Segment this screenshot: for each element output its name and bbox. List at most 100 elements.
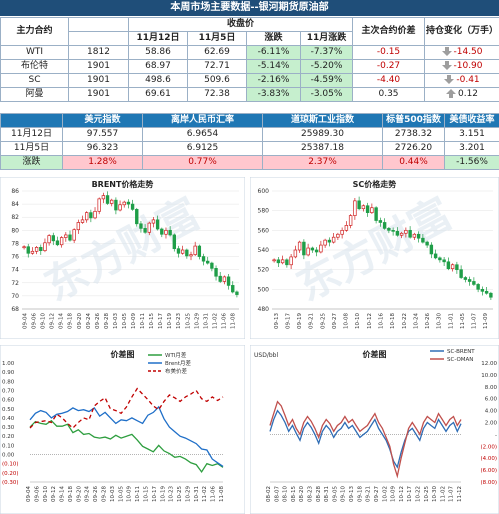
candle-body <box>438 257 442 261</box>
price-change: -3.83% <box>246 87 301 102</box>
x-tick-label: 10-23 <box>169 486 175 502</box>
x-tick-label: 11-07 <box>449 486 455 502</box>
candle-body <box>353 200 357 216</box>
y-tick-label: 10.00 <box>481 373 497 379</box>
row-label: 11月12日 <box>0 127 63 142</box>
candle-body <box>472 281 476 285</box>
candle-body <box>114 199 118 211</box>
x-tick-label: 09-04 <box>26 486 32 502</box>
y-tick-label: 84 <box>11 201 19 208</box>
candle-body <box>374 207 378 221</box>
macro-value: 3.151 <box>444 127 499 142</box>
candle-body <box>55 240 60 246</box>
candle-body <box>327 239 332 243</box>
candle-body <box>416 233 421 239</box>
x-tick-label: 10-17 <box>407 486 413 502</box>
x-tick-label: 10-30 <box>432 486 438 502</box>
table-row: 11月5日 96.323 6.9125 25387.18 2726.20 3.201 <box>0 141 499 156</box>
contract-spread: -4.40 <box>352 73 426 88</box>
legend-label: Brent月差 <box>165 359 191 367</box>
x-tick-label: 09-10 <box>43 486 49 502</box>
x-tick-label: 11-08 <box>219 486 225 502</box>
y-tick-label: 12.00 <box>481 361 497 367</box>
y-tick-label: 74 <box>11 267 19 274</box>
candle-body <box>467 279 472 282</box>
x-tick-label: 08-10 <box>283 486 289 502</box>
candle-body <box>168 229 172 236</box>
price-change: -2.16% <box>246 73 301 88</box>
table-row: 涨跌 1.28% 0.77% 2.37% 0.44% -1.56% <box>0 155 499 170</box>
header-contract: 主力合约 <box>0 17 69 46</box>
y-tick-label: 6.00 <box>485 397 498 403</box>
y-tick-label: 1.00 <box>2 361 15 367</box>
x-tick-label: 09-28 <box>102 486 108 502</box>
header-close: 收盘价 <box>127 17 354 32</box>
candle-body <box>357 200 361 210</box>
price-change: -6.11% <box>246 45 301 60</box>
x-tick-label: 10-09 <box>127 486 133 502</box>
position-value: -10.90 <box>453 61 483 71</box>
price-date2: 72.71 <box>187 59 247 74</box>
header-date2: 11月5日 <box>187 31 247 46</box>
candle-body <box>72 229 76 241</box>
x-tick-label: 10-25 <box>185 313 191 329</box>
series-line <box>269 400 462 479</box>
macro-table: 美元指数 离岸人民币汇率 道琼斯工业指数 标普500指数 美债收益率 11月12日 97.… <box>0 113 499 170</box>
macro-value: 97.557 <box>62 127 143 142</box>
x-tick-label: 09-05 <box>332 486 338 502</box>
macro-value: 6.9654 <box>142 127 263 142</box>
x-tick-label: 09-27 <box>374 486 380 502</box>
candle-body <box>101 195 106 200</box>
x-tick-label: 09-24 <box>86 313 92 329</box>
x-tick-label: 10-31 <box>194 486 200 502</box>
candle-body <box>130 203 135 210</box>
candle-body <box>348 215 353 226</box>
x-tick-label: 11-01 <box>448 313 454 329</box>
candle-body <box>433 253 438 259</box>
y-tick-label: 68 <box>11 306 19 313</box>
x-tick-label: 08-23 <box>308 486 314 502</box>
candle-body <box>151 219 156 224</box>
y-tick-label: 0.10 <box>2 443 15 449</box>
contract-name: 阿曼 <box>0 87 69 102</box>
macro-header: 标普500指数 <box>382 113 445 128</box>
arrow-down-icon <box>441 61 452 70</box>
x-tick-label: 08-15 <box>291 486 297 502</box>
table-row: 11月12日 97.557 6.9654 25989.30 2738.32 3.151 <box>0 127 499 142</box>
month-change: -7.37% <box>299 45 354 60</box>
candle-body <box>59 237 64 246</box>
candle-body <box>365 205 370 213</box>
header-blank2 <box>68 31 129 46</box>
candle-body <box>155 219 160 230</box>
table-row: SC 1901 498.6 509.6 -2.16% -4.59% -4.40 -0.41 <box>0 73 499 88</box>
x-tick-label: 09-25 <box>320 313 326 329</box>
candle-body <box>319 244 323 253</box>
candle-body <box>68 234 72 241</box>
table-row: WTI 1812 58.86 62.69 -6.11% -7.37% -0.15 -14.50 <box>0 45 499 60</box>
macro-value: 0.44% <box>382 155 445 170</box>
x-tick-label: 11-08 <box>230 313 236 329</box>
candle-body <box>476 284 480 290</box>
contract-name: WTI <box>0 45 69 60</box>
x-tick-label: 10-25 <box>177 486 183 502</box>
position-value: -14.50 <box>453 47 483 57</box>
header-position: 持仓变化（万手） <box>424 17 499 46</box>
x-tick-label: 09-24 <box>85 486 91 502</box>
candle-body <box>64 234 68 238</box>
candle-body <box>76 222 81 231</box>
x-tick-label: 11-09 <box>483 313 489 329</box>
candle-body <box>272 259 276 262</box>
x-tick-label: 10-19 <box>160 486 166 502</box>
candle-body <box>93 210 97 219</box>
candle-body <box>97 198 101 212</box>
macro-value: 2.37% <box>262 155 383 170</box>
contract-month: 1901 <box>68 59 129 74</box>
candle-body <box>463 277 468 280</box>
header-blank <box>68 17 129 32</box>
x-tick-label: 10-12 <box>367 313 373 329</box>
x-tick-label: 10-16 <box>379 313 385 329</box>
x-tick-label: 09-10 <box>341 486 347 502</box>
y-tick-label: 0.40 <box>2 416 15 422</box>
y-tick-label: 80 <box>11 227 19 234</box>
contract-spread: 0.35 <box>352 87 426 102</box>
